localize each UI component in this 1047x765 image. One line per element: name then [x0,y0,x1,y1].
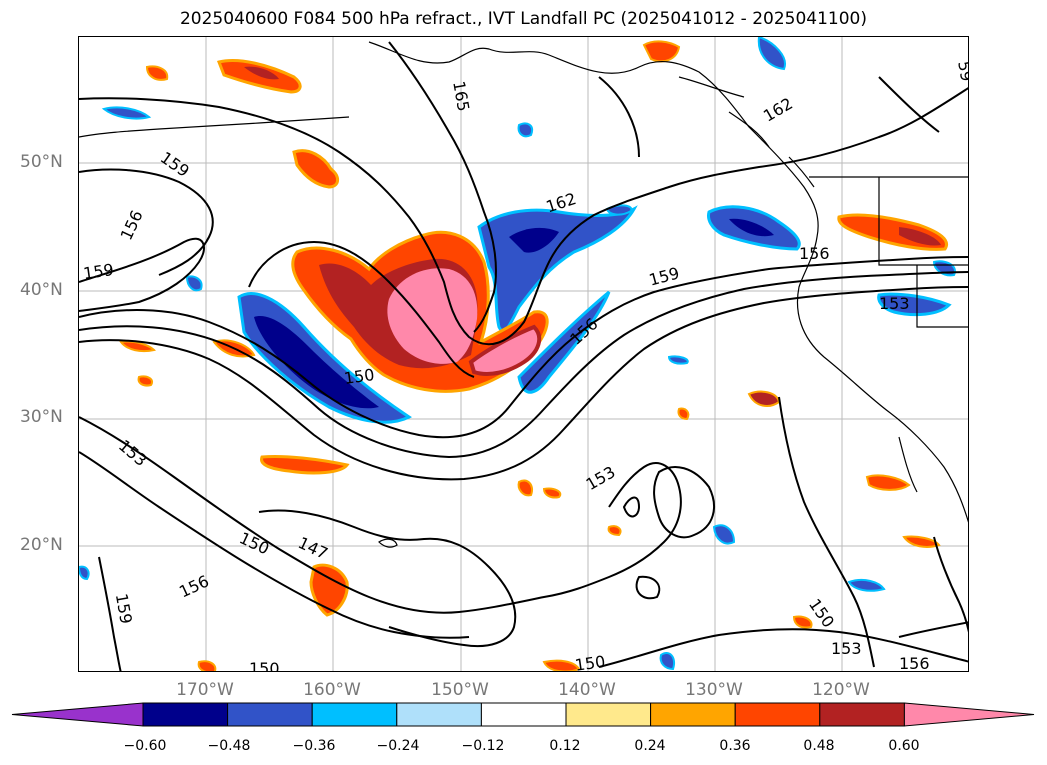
colorbar-tick: −0.60 [123,738,167,754]
colorbar-tick: 0.60 [888,738,920,754]
colorbar-segment [142,702,229,727]
lon-label-130w: 130°W [685,680,743,700]
colorbar [11,702,1035,727]
graticule [79,37,968,671]
lon-label-140w: 140°W [558,680,616,700]
contour-label: 156 [899,654,930,672]
height-contours [79,41,968,671]
colorbar-extend-max [903,702,1035,727]
contour-label: 162 [544,189,579,217]
colorbar-segment [396,702,482,727]
map-panel: 165 162 162 159 159 159 156 156 156 156 … [78,36,969,672]
colorbar-segment [480,702,567,727]
colorbar-segment [565,702,652,727]
positive-anomaly-fill [119,40,948,671]
contour-label: 150 [574,652,607,672]
contour-label: 150 [236,528,272,558]
colorbar-tick: −0.48 [207,738,251,754]
lat-label-30n: 30°N [20,407,63,427]
contour-label: 156 [176,571,212,601]
colorbar-tick: 0.48 [803,738,835,754]
contour-label: 153 [879,294,910,313]
colorbar-tick: −0.24 [376,738,420,754]
coastlines [79,41,968,548]
colorbar-tick: 0.12 [549,738,581,754]
colorbar-tick: 0.36 [719,738,751,754]
contour-label: 162 [760,94,796,126]
contour-label: 159 [82,260,115,283]
contour-label: 153 [831,639,862,658]
lat-label-20n: 20°N [20,535,63,555]
colorbar-segment [650,702,736,727]
contour-label: 150 [343,365,376,388]
lon-label-120w: 120°W [812,680,870,700]
contour-label: 156 [799,244,830,263]
colorbar-segment [734,702,821,727]
contour-label: 59 [954,59,969,82]
contour-label: 147 [295,533,331,563]
contour-label: 150 [249,659,280,672]
contour-label: 159 [112,592,136,625]
colorbar-segment [311,702,398,727]
lat-label-50n: 50°N [20,152,63,172]
lon-label-160w: 160°W [303,680,361,700]
negative-anomaly-fill [79,37,956,671]
map-title: 2025040600 F084 500 hPa refract., IVT La… [179,9,867,29]
lat-label-40n: 40°N [20,280,63,300]
colorbar-segment [819,702,905,727]
colorbar-tick: −0.12 [461,738,505,754]
contour-label: 156 [117,207,147,243]
colorbar-extend-min [11,702,144,727]
lon-label-170w: 170°W [176,680,234,700]
colorbar-tick: 0.24 [634,738,666,754]
contour-label: 165 [449,79,473,112]
lon-label-150w: 150°W [431,680,489,700]
colorbar-segment [227,702,313,727]
colorbar-tick: −0.36 [292,738,336,754]
map-canvas: 165 162 162 159 159 159 156 156 156 156 … [79,37,969,672]
